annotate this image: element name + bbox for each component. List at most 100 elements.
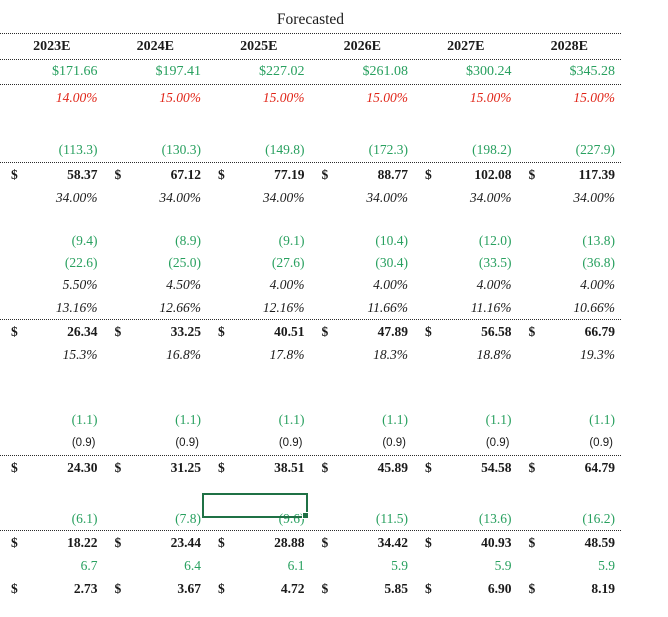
cell[interactable]: 17.8%	[269, 346, 305, 362]
cell[interactable]: (0.9)	[71, 437, 96, 449]
column-header-2025e[interactable]: 2025E	[240, 38, 278, 54]
cell[interactable]: $40.51	[207, 324, 311, 340]
cell[interactable]: 18.8%	[476, 346, 512, 362]
cell[interactable]: 10.66%	[573, 299, 615, 315]
cell[interactable]: 15.3%	[62, 346, 98, 362]
cell[interactable]: $31.25	[104, 460, 208, 476]
cell[interactable]: $345.28	[569, 64, 616, 79]
cell[interactable]: (0.9)	[175, 437, 199, 449]
cell[interactable]: (130.3)	[161, 142, 201, 157]
cell[interactable]: (1.1)	[71, 412, 98, 427]
cell[interactable]: $64.79	[518, 460, 622, 476]
cell[interactable]: (0.9)	[589, 437, 613, 449]
cell[interactable]: (9.4)	[71, 233, 98, 248]
cell[interactable]: (22.6)	[64, 255, 98, 270]
cell[interactable]: (9.1)	[278, 233, 305, 248]
cell[interactable]: $66.79	[518, 324, 622, 340]
cell[interactable]: 15.00%	[159, 89, 201, 105]
cell[interactable]: (198.2)	[472, 142, 512, 157]
cell[interactable]: $28.88	[207, 535, 311, 551]
cell[interactable]: $45.89	[311, 460, 415, 476]
cell[interactable]: (172.3)	[368, 142, 408, 157]
cell[interactable]: $171.66	[52, 64, 98, 79]
cell[interactable]: 34.00%	[469, 189, 512, 205]
cell[interactable]: 6.1	[287, 557, 305, 573]
cell[interactable]: $56.58	[414, 324, 518, 340]
cell[interactable]: (33.5)	[478, 255, 512, 270]
cell[interactable]: (227.9)	[575, 142, 615, 157]
cell[interactable]: (13.6)	[478, 510, 512, 526]
cell[interactable]: $23.44	[104, 535, 208, 551]
cell[interactable]: 15.00%	[262, 89, 305, 105]
cell[interactable]: (25.0)	[168, 255, 201, 270]
cell[interactable]: $67.12	[104, 167, 208, 183]
cell[interactable]: (1.1)	[485, 412, 512, 427]
cell[interactable]: $88.77	[311, 167, 415, 183]
cell[interactable]: 34.00%	[55, 189, 98, 205]
cell[interactable]: 34.00%	[262, 189, 305, 205]
cell[interactable]: $18.22	[0, 535, 104, 551]
cell[interactable]: (12.0)	[478, 233, 512, 248]
column-header-2026e[interactable]: 2026E	[343, 38, 381, 54]
cell[interactable]: 16.8%	[166, 346, 201, 362]
column-header-2024e[interactable]: 2024E	[136, 38, 174, 54]
cell[interactable]: $58.37	[0, 167, 104, 183]
cell[interactable]: $4.72	[207, 581, 311, 597]
cell[interactable]: 11.16%	[470, 299, 512, 315]
cell[interactable]: (6.1)	[71, 510, 98, 526]
cell[interactable]: 5.50%	[62, 277, 98, 292]
cell[interactable]: 19.3%	[580, 346, 615, 362]
cell[interactable]: $5.85	[311, 581, 415, 597]
column-header-2027e[interactable]: 2027E	[447, 38, 485, 54]
cell[interactable]: 15.00%	[366, 89, 408, 105]
cell[interactable]: 5.9	[598, 557, 615, 573]
cell[interactable]: $26.34	[0, 324, 104, 340]
cell[interactable]: (27.6)	[271, 255, 305, 270]
cell[interactable]: $3.67	[104, 581, 208, 597]
cell[interactable]: 13.16%	[55, 299, 98, 315]
cell[interactable]: $48.59	[518, 535, 622, 551]
cell[interactable]: $34.42	[311, 535, 415, 551]
cell[interactable]: $54.58	[414, 460, 518, 476]
cell[interactable]: $47.89	[311, 324, 415, 340]
cell[interactable]: (30.4)	[375, 255, 408, 270]
cell[interactable]: (1.1)	[278, 412, 305, 427]
cell[interactable]: (0.9)	[485, 437, 510, 449]
cell[interactable]: (13.8)	[582, 233, 615, 248]
cell[interactable]: $300.24	[466, 64, 512, 79]
cell[interactable]: 4.00%	[476, 277, 512, 292]
cell[interactable]: (1.1)	[589, 412, 615, 427]
column-header-2028e[interactable]: 2028E	[550, 38, 588, 54]
cell[interactable]: 15.00%	[573, 89, 615, 105]
cell[interactable]: $33.25	[104, 324, 208, 340]
cell[interactable]: $102.08	[414, 167, 518, 183]
cell[interactable]: (16.2)	[582, 510, 615, 526]
cell[interactable]: (8.9)	[175, 233, 201, 248]
cell[interactable]: 12.16%	[262, 299, 305, 315]
cell[interactable]: 4.50%	[166, 277, 201, 292]
cell[interactable]: $6.90	[414, 581, 518, 597]
column-header-2023e[interactable]: 2023E	[33, 38, 71, 54]
cell[interactable]: (9.6)	[278, 510, 305, 526]
cell[interactable]: 4.00%	[269, 277, 305, 292]
cell[interactable]: 4.00%	[373, 277, 408, 292]
cell[interactable]: $24.30	[0, 460, 104, 476]
cell[interactable]: (10.4)	[375, 233, 408, 248]
cell[interactable]: (1.1)	[382, 412, 408, 427]
cell[interactable]: (149.8)	[265, 142, 305, 157]
cell[interactable]: 6.7	[80, 557, 98, 573]
cell[interactable]: 12.66%	[159, 299, 201, 315]
cell[interactable]: 11.66%	[367, 299, 408, 315]
cell[interactable]: 34.00%	[159, 189, 201, 205]
cell[interactable]: 14.00%	[55, 89, 98, 105]
fill-handle[interactable]	[302, 512, 309, 519]
cell[interactable]: $227.02	[259, 64, 305, 79]
cell[interactable]: (1.1)	[175, 412, 201, 427]
cell[interactable]: $8.19	[518, 581, 622, 597]
cell[interactable]: 34.00%	[366, 189, 408, 205]
cell[interactable]: (113.3)	[58, 142, 98, 157]
cell[interactable]: 5.9	[494, 557, 512, 573]
cell[interactable]: $77.19	[207, 167, 311, 183]
cell[interactable]: (7.8)	[175, 510, 201, 526]
cell[interactable]: $2.73	[0, 581, 104, 597]
